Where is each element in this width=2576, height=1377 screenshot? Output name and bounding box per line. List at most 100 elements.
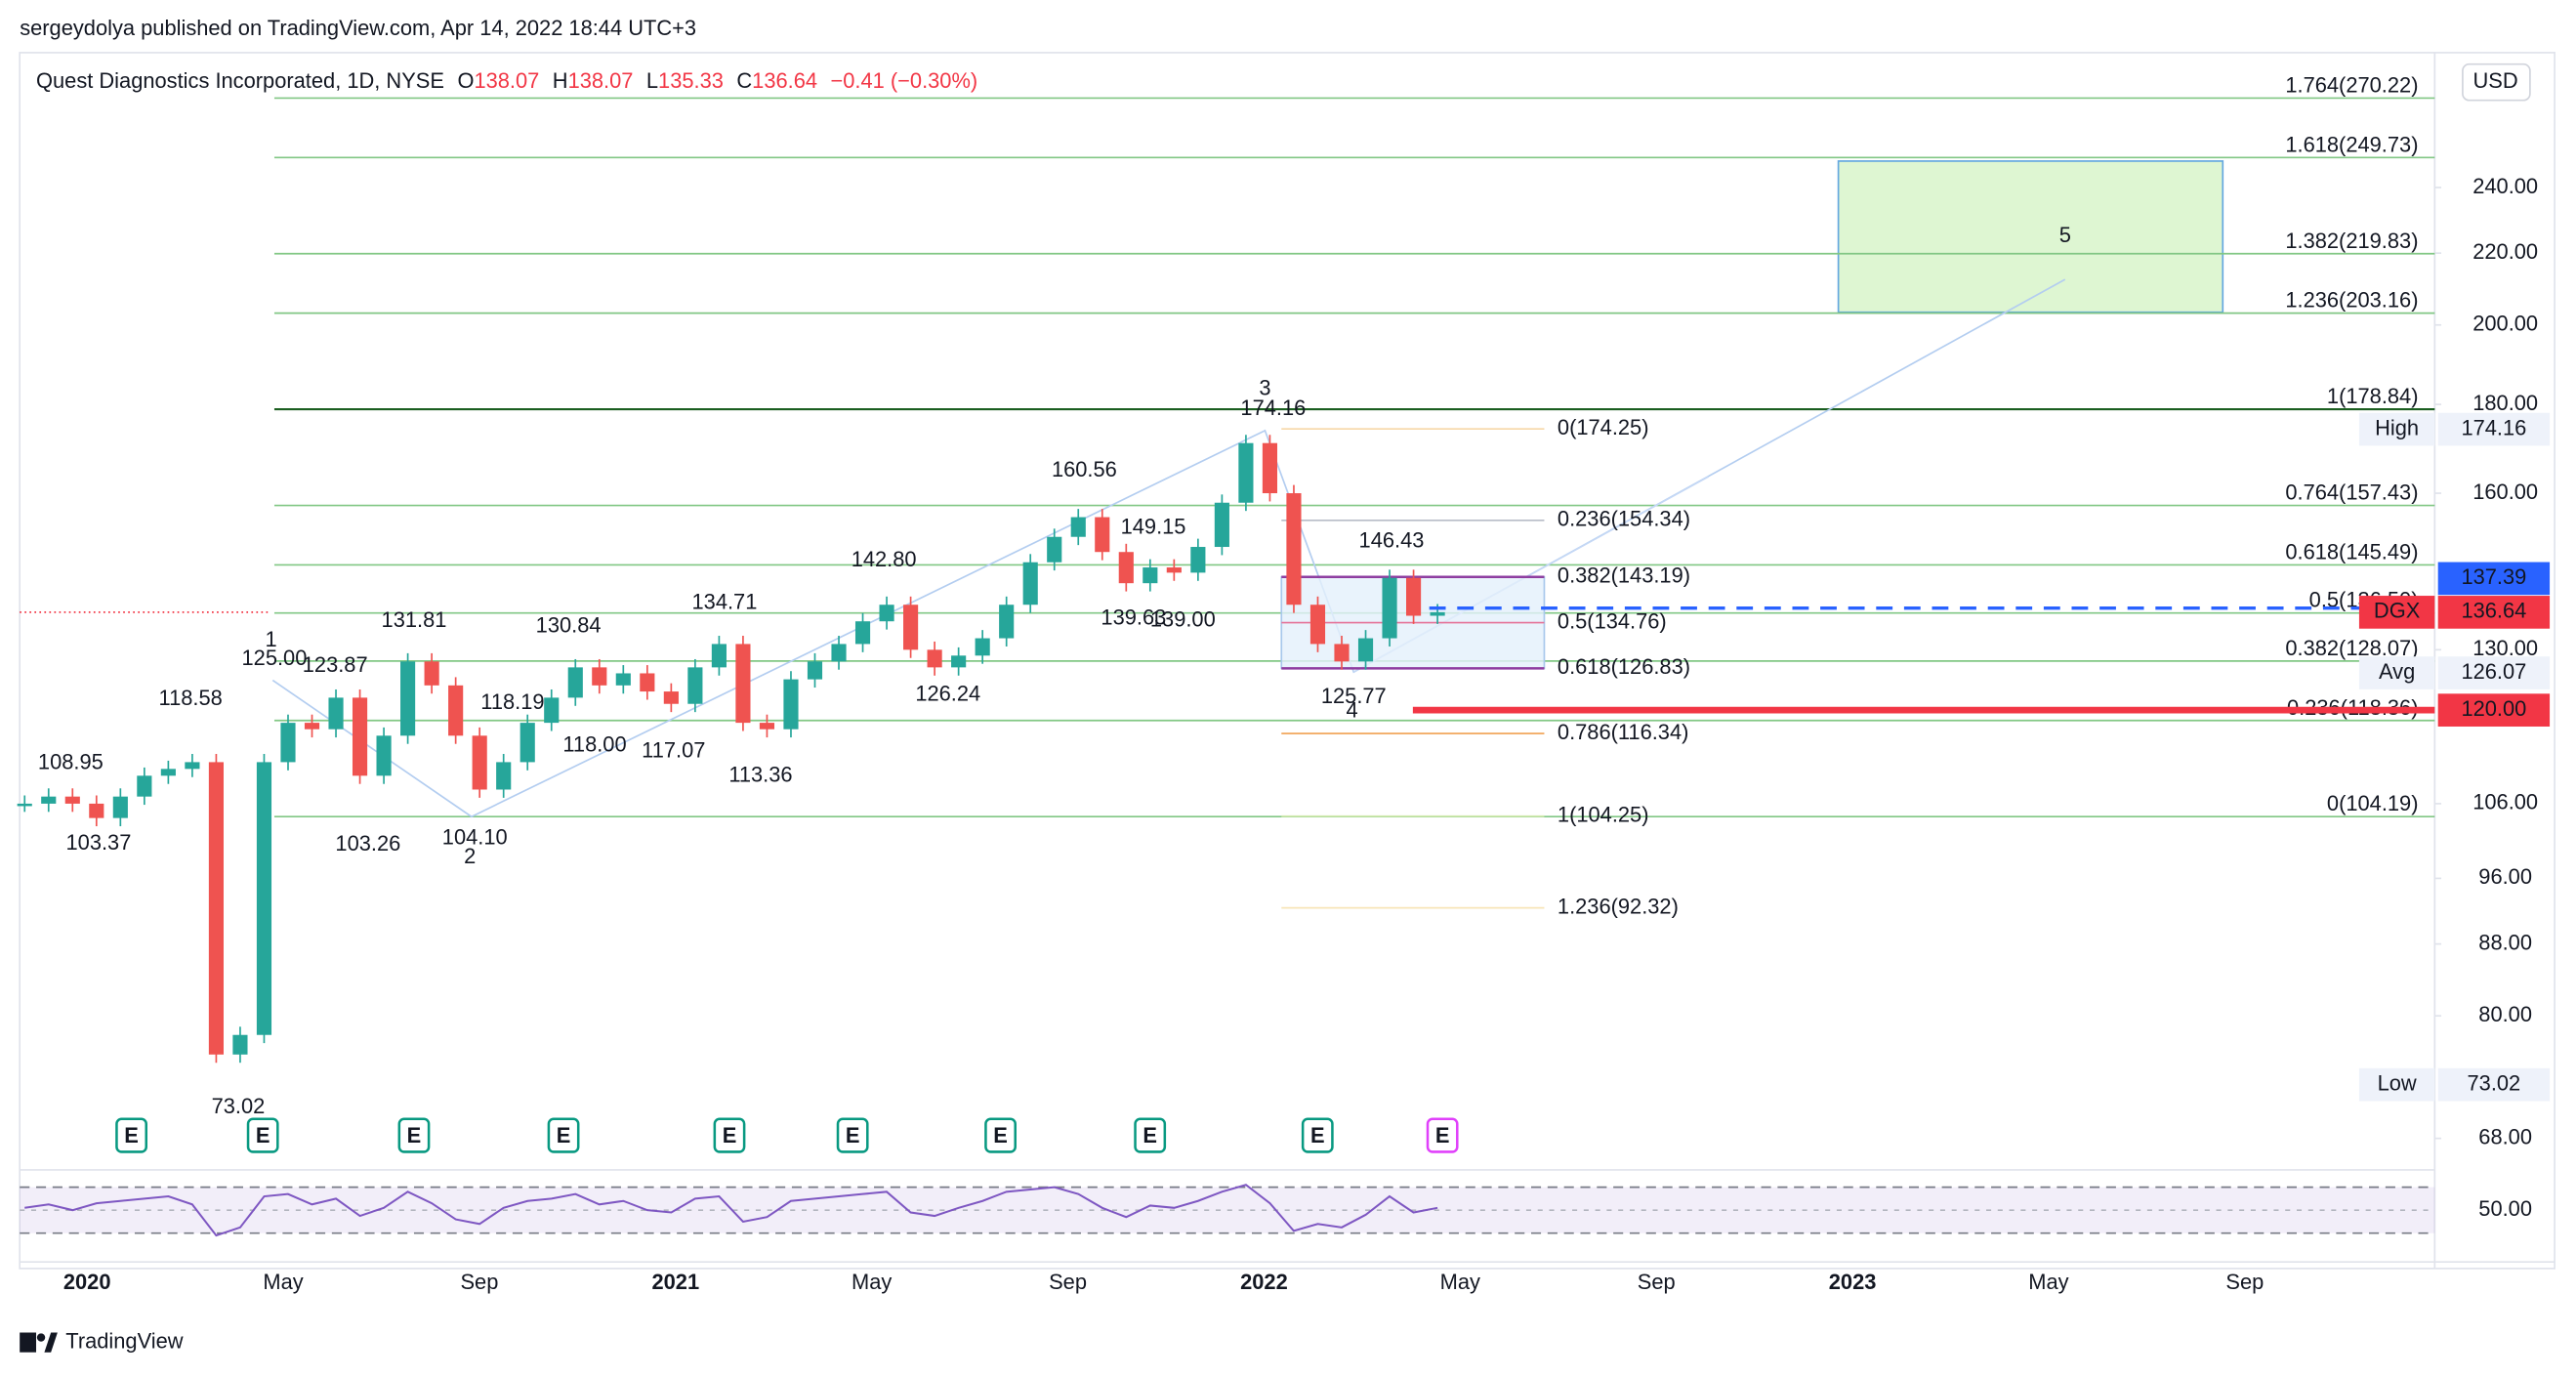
- candle: [1022, 562, 1038, 605]
- brand: TradingView: [65, 1328, 184, 1353]
- x-tick-label: May: [1440, 1270, 1480, 1294]
- fib-retracement-label: 0.5(134.76): [1558, 608, 1667, 633]
- price-annotation: 126.24: [915, 681, 980, 705]
- earnings-badge: [984, 1117, 1017, 1153]
- rsi-tick-label: 50.00: [2478, 1196, 2532, 1221]
- y-tick-label: 180.00: [2472, 391, 2538, 415]
- stat-tag-label: Avg: [2379, 659, 2415, 684]
- ohlc-value: 138.07: [568, 68, 634, 93]
- y-tick-label: 220.00: [2472, 239, 2538, 264]
- fib-extension-label: 0.618(145.49): [2285, 539, 2418, 563]
- rsi-band: [20, 1187, 2435, 1233]
- ohlc-value: 135.33: [658, 68, 724, 93]
- candle: [807, 661, 823, 680]
- earnings-badge: [246, 1117, 279, 1153]
- candle: [1095, 517, 1110, 553]
- candle: [280, 723, 296, 763]
- candle: [879, 605, 894, 622]
- candle: [1309, 605, 1326, 645]
- candle: [352, 697, 368, 776]
- x-tick-label: May: [852, 1270, 892, 1294]
- wave-label: 3: [1259, 376, 1270, 400]
- target-box: [1837, 160, 2224, 313]
- price-annotation: 139.00: [1150, 606, 1216, 631]
- price-annotation: 160.56: [1052, 457, 1117, 481]
- alert-tag-value: 120.00: [2461, 696, 2526, 721]
- last-price-tag-bg: [2437, 596, 2551, 629]
- legend: Quest Diagnostics Incorporated, 1D, NYSE…: [36, 68, 977, 93]
- price-annotation: 131.81: [382, 607, 447, 632]
- y-tick-label: 106.00: [2472, 790, 2538, 814]
- candle: [975, 638, 990, 656]
- price-annotation: 142.80: [852, 547, 917, 571]
- candle: [1214, 502, 1229, 548]
- price-annotation: 125.00: [242, 646, 308, 670]
- price-annotation: 103.26: [335, 831, 400, 855]
- wave-label: 1: [266, 627, 277, 651]
- price-annotation: 149.15: [1121, 515, 1186, 539]
- candle: [544, 697, 560, 724]
- fib-retracement-label: 0.236(154.34): [1558, 507, 1690, 531]
- earnings-badge: [1301, 1117, 1334, 1153]
- stat-tag-label-bg: [2358, 1067, 2435, 1102]
- x-tick-label: 2020: [63, 1270, 111, 1294]
- stat-tag-value: 73.02: [2468, 1070, 2521, 1095]
- earnings-label: E: [723, 1123, 737, 1148]
- fib-retracement-label: 0.382(143.19): [1558, 563, 1690, 588]
- candle: [1334, 644, 1350, 662]
- candle: [663, 691, 679, 704]
- candle: [1166, 567, 1182, 573]
- x-tick-label: 2022: [1240, 1270, 1288, 1294]
- candle: [328, 697, 344, 730]
- stat-tag-bg: [2437, 412, 2551, 446]
- stat-tag-bg: [2437, 1067, 2551, 1102]
- logo-icon: [44, 1332, 58, 1353]
- candle: [185, 762, 200, 770]
- fib-retracement-label: 1(104.25): [1558, 803, 1649, 827]
- last-price-tag-value: 136.64: [2461, 599, 2526, 623]
- stat-tag-bg: [2437, 656, 2551, 689]
- fib-retracement-label: 0.786(116.34): [1558, 720, 1688, 744]
- wave-label: 2: [464, 844, 476, 868]
- candle: [472, 735, 487, 790]
- candle: [160, 769, 176, 776]
- earnings-badge: [1134, 1117, 1167, 1153]
- earnings-label: E: [1435, 1123, 1450, 1148]
- fib-extension-label: 1.382(219.83): [2285, 229, 2418, 253]
- last-price-tag-label: DGX: [2374, 599, 2421, 623]
- fib-extension-label: 1(178.84): [2327, 384, 2419, 408]
- ohlc-key: C: [736, 68, 752, 93]
- x-tick-label: Sep: [1049, 1270, 1087, 1294]
- candle: [1382, 577, 1397, 639]
- x-tick-label: May: [2028, 1270, 2068, 1294]
- drawing-layer: 68.00 80.00 88.00 96.00 106.00 130.00 160.00 18…: [17, 72, 2551, 1294]
- candle: [519, 723, 535, 763]
- earnings-label: E: [1143, 1123, 1157, 1148]
- rsi-line: [24, 1184, 1438, 1237]
- ohlc-key: H: [553, 68, 568, 93]
- currency[interactable]: USD: [2472, 68, 2517, 93]
- stat-tag-label-bg: [2358, 412, 2435, 446]
- currency-button[interactable]: [2462, 63, 2531, 102]
- change: −0.41 (−0.30%): [830, 68, 977, 93]
- price-annotation: 134.71: [692, 589, 758, 613]
- candle: [400, 661, 416, 736]
- ohlc-key: L: [646, 68, 658, 93]
- price-annotation: 174.16: [1240, 396, 1306, 420]
- candle: [1430, 611, 1445, 616]
- candle: [735, 644, 751, 724]
- candle: [112, 796, 128, 818]
- earnings-badge: [547, 1117, 580, 1153]
- candle: [1118, 552, 1134, 584]
- earnings-label: E: [256, 1123, 270, 1148]
- candle: [17, 803, 32, 807]
- price-annotation: 146.43: [1359, 528, 1425, 553]
- earnings-badge: [1426, 1117, 1459, 1153]
- stat-tag-label: Low: [2378, 1070, 2417, 1095]
- candle: [64, 796, 80, 804]
- symbol-title: Quest Diagnostics Incorporated, 1D, NYSE: [36, 68, 444, 93]
- candle: [1047, 536, 1062, 563]
- price-annotation: 139.63: [1101, 605, 1166, 630]
- earnings-badge: [397, 1117, 431, 1153]
